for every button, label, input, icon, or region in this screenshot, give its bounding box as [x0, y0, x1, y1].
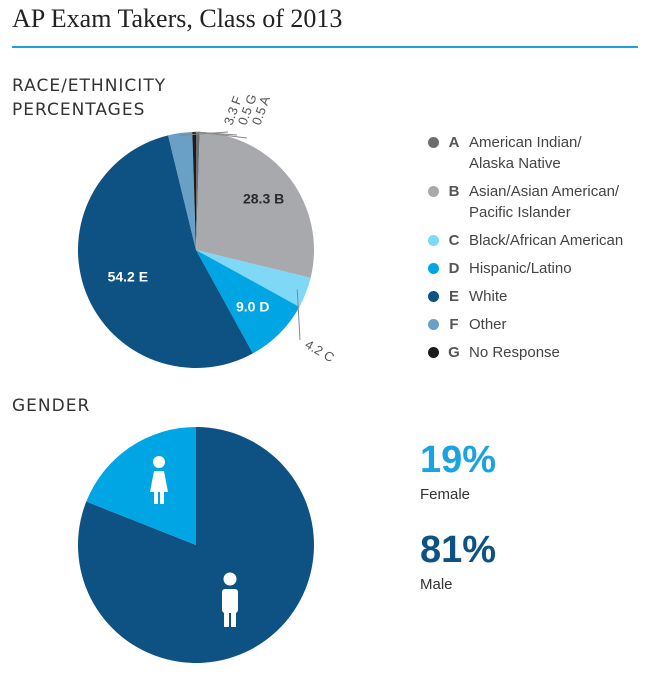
pie-slice-g	[192, 132, 196, 250]
pie-slice-b	[196, 132, 314, 278]
legend-swatch	[428, 235, 439, 246]
legend-label: No Response	[469, 344, 560, 361]
legend-label: Black/African American	[469, 232, 624, 249]
legend-item: B Asian/Asian American/ Pacific Islander	[428, 181, 650, 223]
pie-slice-female	[86, 427, 196, 545]
legend-swatch	[428, 347, 439, 358]
legend-label: White	[469, 288, 508, 305]
male-icon	[223, 572, 237, 586]
pie-slice-a	[196, 132, 200, 250]
female-label: Female	[420, 486, 471, 503]
male-icon-body	[222, 589, 238, 613]
male-icon-leg	[224, 611, 229, 627]
legend-swatch	[428, 291, 439, 302]
legend-item: G No Response	[428, 342, 650, 363]
female-percentage: 19%	[420, 439, 497, 481]
legend-swatch	[428, 319, 439, 330]
pie-slice-d	[196, 250, 300, 354]
legend-swatch	[428, 263, 439, 274]
leader-line-a	[197, 131, 248, 139]
legend-letter: A	[448, 134, 460, 151]
legend-letter: B	[448, 183, 460, 200]
legend-item: D Hispanic/Latino	[428, 258, 650, 279]
leader-line-c	[296, 289, 301, 341]
slice-label-e: 54.2 E	[108, 269, 148, 285]
female-stat: 19% Female	[420, 440, 496, 503]
page-title: AP Exam Takers, Class of 2013	[12, 4, 343, 33]
pie-slice-c	[196, 250, 311, 307]
legend-label: American Indian/ Alaska Native	[469, 134, 582, 172]
legend-letter: E	[448, 288, 459, 305]
male-stat: 81% Male	[420, 530, 496, 593]
legend-letter: G	[448, 344, 460, 361]
legend-item: F Other	[428, 314, 650, 335]
legend-swatch	[428, 186, 439, 197]
male-icon-leg	[231, 611, 236, 627]
legend-letter: D	[448, 260, 460, 277]
female-icon-body	[150, 471, 168, 492]
pie-slice-male	[78, 427, 315, 663]
race-section-label: RACE/ETHNICITY PERCENTAGES	[12, 76, 167, 120]
legend-label: Hispanic/Latino	[469, 260, 572, 277]
male-percentage: 81%	[420, 529, 497, 571]
female-icon-leg	[154, 491, 158, 504]
gender-section-label: GENDER	[12, 396, 91, 416]
pie-slice-f	[168, 132, 196, 250]
legend-item: C Black/African American	[428, 230, 650, 251]
slice-label-b: 28.3 B	[243, 191, 284, 207]
legend-label: Other	[469, 316, 507, 333]
legend-letter: C	[448, 232, 460, 249]
legend-item: A American Indian/ Alaska Native	[428, 132, 650, 174]
male-label: Male	[420, 576, 453, 593]
slice-label-c: 4.2 C	[303, 337, 337, 366]
legend-item: E White	[428, 286, 650, 307]
legend-label: Asian/Asian American/ Pacific Islander	[469, 183, 620, 221]
female-icon	[153, 456, 165, 468]
title-rule	[12, 46, 638, 48]
race-legend: A American Indian/ Alaska Native B Asian/As…	[428, 132, 650, 370]
slice-label-d: 9.0 D	[236, 299, 269, 315]
legend-swatch	[428, 137, 439, 148]
female-icon-leg	[160, 491, 164, 504]
leader-line-f	[180, 131, 229, 136]
legend-letter: F	[449, 316, 459, 333]
pie-slice-e	[77, 135, 253, 369]
